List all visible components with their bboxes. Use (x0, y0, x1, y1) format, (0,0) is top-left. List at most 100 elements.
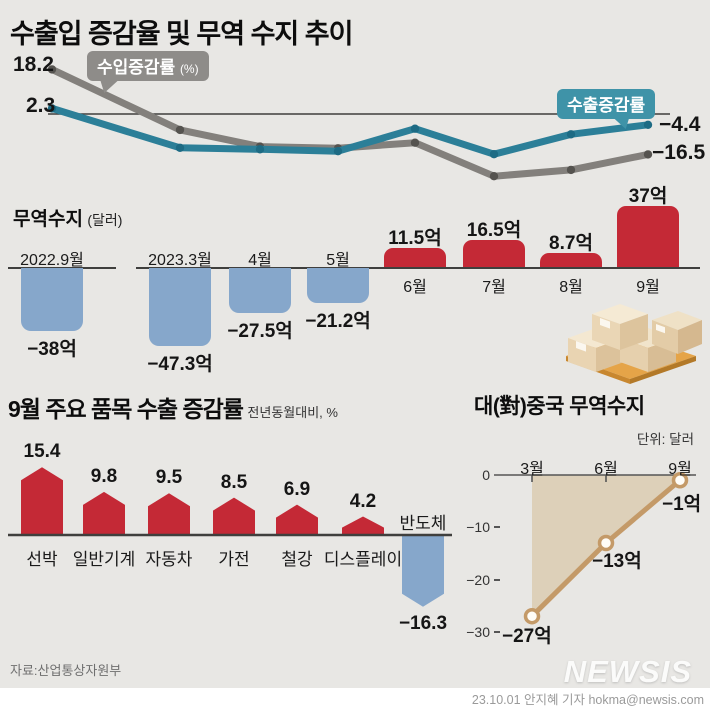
trade-balance-bar (384, 248, 446, 267)
bar-value-label: −21.2억 (305, 310, 371, 332)
page-title: 수출입 증감율 및 무역 수지 추이 (10, 19, 353, 49)
item-growth-bar (276, 504, 318, 535)
item-value-label: 9.5 (155, 467, 183, 489)
month-label: 4월 (248, 252, 272, 269)
data-point (333, 147, 343, 156)
data-point (410, 124, 420, 133)
data-point (175, 125, 185, 135)
china-balance-unit: 단위: 달러 (636, 432, 694, 447)
data-point-marker (671, 471, 689, 489)
data-point (643, 120, 653, 129)
china-month-label: 9월 (668, 461, 692, 478)
import-start-value: 18.2 (13, 53, 54, 76)
bar-value-label: 16.5억 (466, 219, 522, 241)
item-value-label: 6.9 (283, 478, 311, 500)
data-point (47, 65, 57, 74)
item-growth-bar (402, 536, 444, 607)
trade-balance-bar (21, 268, 83, 331)
cargo-boxes-illustration (566, 304, 702, 384)
trade-balance-bar (540, 252, 602, 267)
data-point (566, 165, 576, 175)
item-value-label: 9.8 (90, 465, 118, 487)
y-tick-dash (494, 630, 500, 633)
trade-balance-bar (463, 239, 525, 267)
data-point (47, 104, 57, 113)
china-value-label: −27억 (502, 626, 552, 647)
item-growth-bar (21, 467, 63, 535)
export-start-value: 2.3 (26, 94, 56, 117)
growth-rate-line-chart (47, 65, 670, 181)
item-value-label: 4.2 (349, 490, 377, 512)
item-category-label: 디스플레이 (323, 550, 403, 569)
newsis-logo: NEWSIS (563, 654, 692, 689)
data-point (175, 143, 185, 152)
export-growth-line (48, 104, 652, 158)
item-growth-bar-chart: 15.4 선박 9.8 일반기계 9.5 자동차 8.5 가전 6.9 철강 4.2 디스플레이 −16… (0, 430, 460, 655)
item-value-label: 15.4 (23, 441, 61, 463)
china-month-label: 6월 (594, 461, 618, 478)
item-growth-title: 9월 주요 품목 수출 증감률 (8, 396, 244, 422)
china-value-label: −13억 (592, 551, 642, 572)
trade-balance-bar (229, 268, 291, 314)
import-series-label: 수입증감률 (97, 58, 176, 77)
data-point (566, 130, 576, 139)
item-value-label: 8.5 (220, 471, 248, 493)
bar-value-label: 11.5억 (388, 228, 442, 250)
china-balance-line (529, 477, 683, 619)
month-label: 2022.9월 (20, 252, 84, 269)
source-note: 자료:산업통상자원부 (10, 663, 122, 678)
bar-value-label: −27.5억 (227, 321, 293, 343)
import-series-unit: (%) (179, 62, 199, 76)
footer-strip: 23.10.01 안지혜 기자 hokma@newsis.com (0, 688, 710, 706)
credit-line: 23.10.01 안지혜 기자 hokma@newsis.com (471, 693, 704, 706)
trade-balance-title: 무역수지 (13, 209, 83, 230)
item-growth-bar (148, 493, 190, 535)
china-month-label: 3월 (520, 461, 544, 478)
data-point-marker (597, 534, 615, 552)
item-growth-svg (8, 467, 452, 607)
y-tick-dash (494, 526, 500, 529)
area-fill (532, 475, 680, 617)
trade-balance-bar (617, 205, 679, 267)
y-tick-dash (494, 578, 500, 581)
import-growth-line (48, 65, 652, 180)
item-growth-bar (342, 516, 384, 535)
trade-balance-title-row: 무역수지 (달러) (13, 204, 122, 231)
month-label: 2023.3월 (148, 252, 212, 269)
data-point (489, 172, 499, 181)
item-growth-title-row: 9월 주요 품목 수출 증감률 전년동월대비, % (8, 390, 338, 424)
bar-value-label: −38억 (27, 338, 77, 360)
export-series-label: 수출증감률 (567, 96, 646, 115)
import-series-tooltip: 수입증감률 (%) (87, 51, 209, 93)
bar-value-label: 37억 (628, 185, 668, 207)
item-category-label: 자동차 (145, 550, 193, 569)
item-growth-subtitle: 전년동월대비, % (247, 405, 338, 420)
time-axis-segment (136, 267, 700, 269)
item-value-label: −16.3 (398, 612, 448, 634)
import-end-value: −16.5 (652, 141, 706, 164)
month-label: 7월 (482, 279, 506, 296)
data-point (410, 138, 420, 147)
item-growth-bar (83, 491, 125, 535)
item-category-label: 선박 (26, 550, 58, 569)
item-growth-bar (213, 497, 255, 535)
bar-value-label: 8.7억 (549, 232, 593, 254)
data-point (489, 150, 499, 159)
item-category-label: 가전 (218, 550, 250, 569)
trade-balance-bar (307, 268, 369, 303)
export-end-value: −4.4 (659, 113, 701, 136)
trade-balance-unit: (달러) (87, 212, 123, 228)
month-label: 5월 (326, 252, 350, 269)
data-point (255, 145, 265, 154)
month-label: 8월 (559, 279, 583, 296)
data-point (643, 150, 653, 159)
trade-balance-bar (149, 268, 211, 347)
trade-balance-bar-chart: −38억 2022.9월 −47.3억 2023.3월 −27.5억 4월 −21.2억 5월… (0, 186, 710, 376)
export-series-tooltip: 수출증감률 (557, 89, 656, 129)
month-label: 9월 (636, 279, 660, 296)
bar-value-label: −47.3억 (147, 354, 213, 376)
china-balance-title: 대(對)중국 무역수지 (474, 395, 645, 418)
item-category-label: 일반기계 (72, 550, 136, 569)
item-category-label: 철강 (281, 550, 313, 569)
